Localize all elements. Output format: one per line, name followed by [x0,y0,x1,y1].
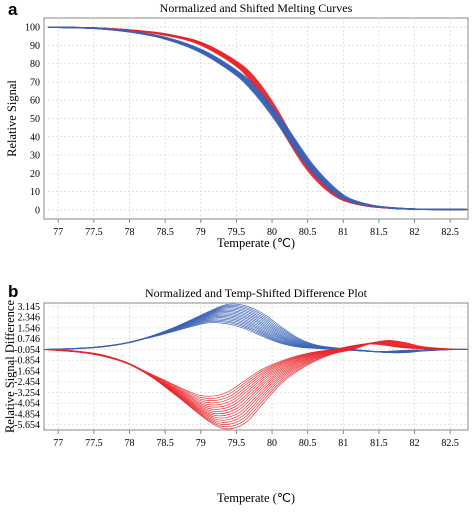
x-tick-label: 81.5 [370,438,388,449]
x-tick-label: 82 [410,438,420,449]
series-0 [44,303,468,354]
y-tick-label: -1.654 [14,366,40,377]
y-tick-label: -5.654 [14,420,40,431]
y-tick-label: 80 [30,59,40,70]
x-tick-label: 78 [125,227,135,238]
x-tick-label: 81.5 [370,227,388,238]
y-tick-label: -0.854 [14,356,40,367]
y-tick-label: 50 [30,114,40,125]
series-1 [47,26,468,211]
y-tick-label: 0.746 [18,334,41,345]
x-tick-label: 80 [267,438,277,449]
y-tick-label: 30 [30,151,40,162]
x-tick-label: 77 [53,438,63,449]
x-tick-label: 82.5 [441,227,459,238]
y-tick-label: 60 [30,96,40,107]
y-tick-label: -2.454 [14,377,40,388]
plot-area [43,302,469,431]
y-tick-label: 20 [30,169,40,180]
x-tick-label: 78 [125,438,135,449]
y-axis: 3.1452.3461.5460.746-0.054-0.854-1.654-2… [14,302,40,431]
x-tick-label: 78.5 [156,227,174,238]
panel-label: a [8,0,18,19]
y-axis-label: Relative Signal Difference [3,300,17,434]
y-tick-label: 90 [30,41,40,52]
grid [44,18,468,219]
chart-panel-a: a Normalized and Shifted Melting Curves 77… [5,0,469,250]
x-tick-label: 78.5 [156,438,174,449]
x-tick-label: 80.5 [299,227,317,238]
y-tick-label: -4.054 [14,399,40,410]
series-line [60,339,468,430]
y-tick-label: -3.254 [14,388,40,399]
x-tick-label: 80 [267,227,277,238]
x-axis: 77 77.5 78 78.5 79 79.5 80 80.5 81 81.5 82 82.5 [53,219,459,238]
y-tick-label: -4.854 [14,409,40,420]
x-tick-label: 77.5 [85,227,103,238]
series-line [60,303,468,354]
y-tick-label: 10 [30,187,40,198]
y-tick-label: 1.546 [18,323,41,334]
x-tick-label: 82.5 [441,438,459,449]
y-tick-label: 70 [30,77,40,88]
chart-title: Normalized and Temp-Shifted Difference P… [145,286,368,300]
series-group [44,303,468,430]
y-tick-label: -0.054 [14,345,40,356]
x-tick-label: 82 [410,227,420,238]
x-tick-label: 80.5 [299,438,317,449]
x-tick-label: 77.5 [85,438,103,449]
x-tick-label: 79 [196,438,206,449]
x-tick-label: 79.5 [228,227,246,238]
y-tick-label: 0 [35,205,40,216]
series-1 [44,339,468,430]
x-tick-label: 79 [196,227,206,238]
y-tick-label: 100 [25,23,40,34]
x-tick-label: 79.5 [228,438,246,449]
series-line [54,26,468,211]
chart-panel-b: b Normalized and Temp-Shifted Difference … [3,282,469,505]
y-axis: 0 10 20 30 40 50 60 70 80 90 100 [25,23,40,217]
x-tick-label: 81 [338,438,348,449]
series-group [47,26,468,211]
y-tick-label: 2.346 [18,313,41,324]
x-axis: 77 77.5 78 78.5 79 79.5 80 80.5 81 81.5 82 82.5 [53,430,459,449]
y-tick-label: 3.145 [18,302,41,313]
x-axis-label: Temperate (℃) [217,491,295,505]
chart-title: Normalized and Shifted Melting Curves [160,1,353,15]
x-axis-label: Temperate (℃) [217,236,295,250]
panel-label: b [8,282,18,301]
x-tick-label: 77 [53,227,63,238]
x-tick-label: 81 [338,227,348,238]
y-axis-label: Relative Signal [5,80,19,157]
y-tick-label: 40 [30,132,40,143]
